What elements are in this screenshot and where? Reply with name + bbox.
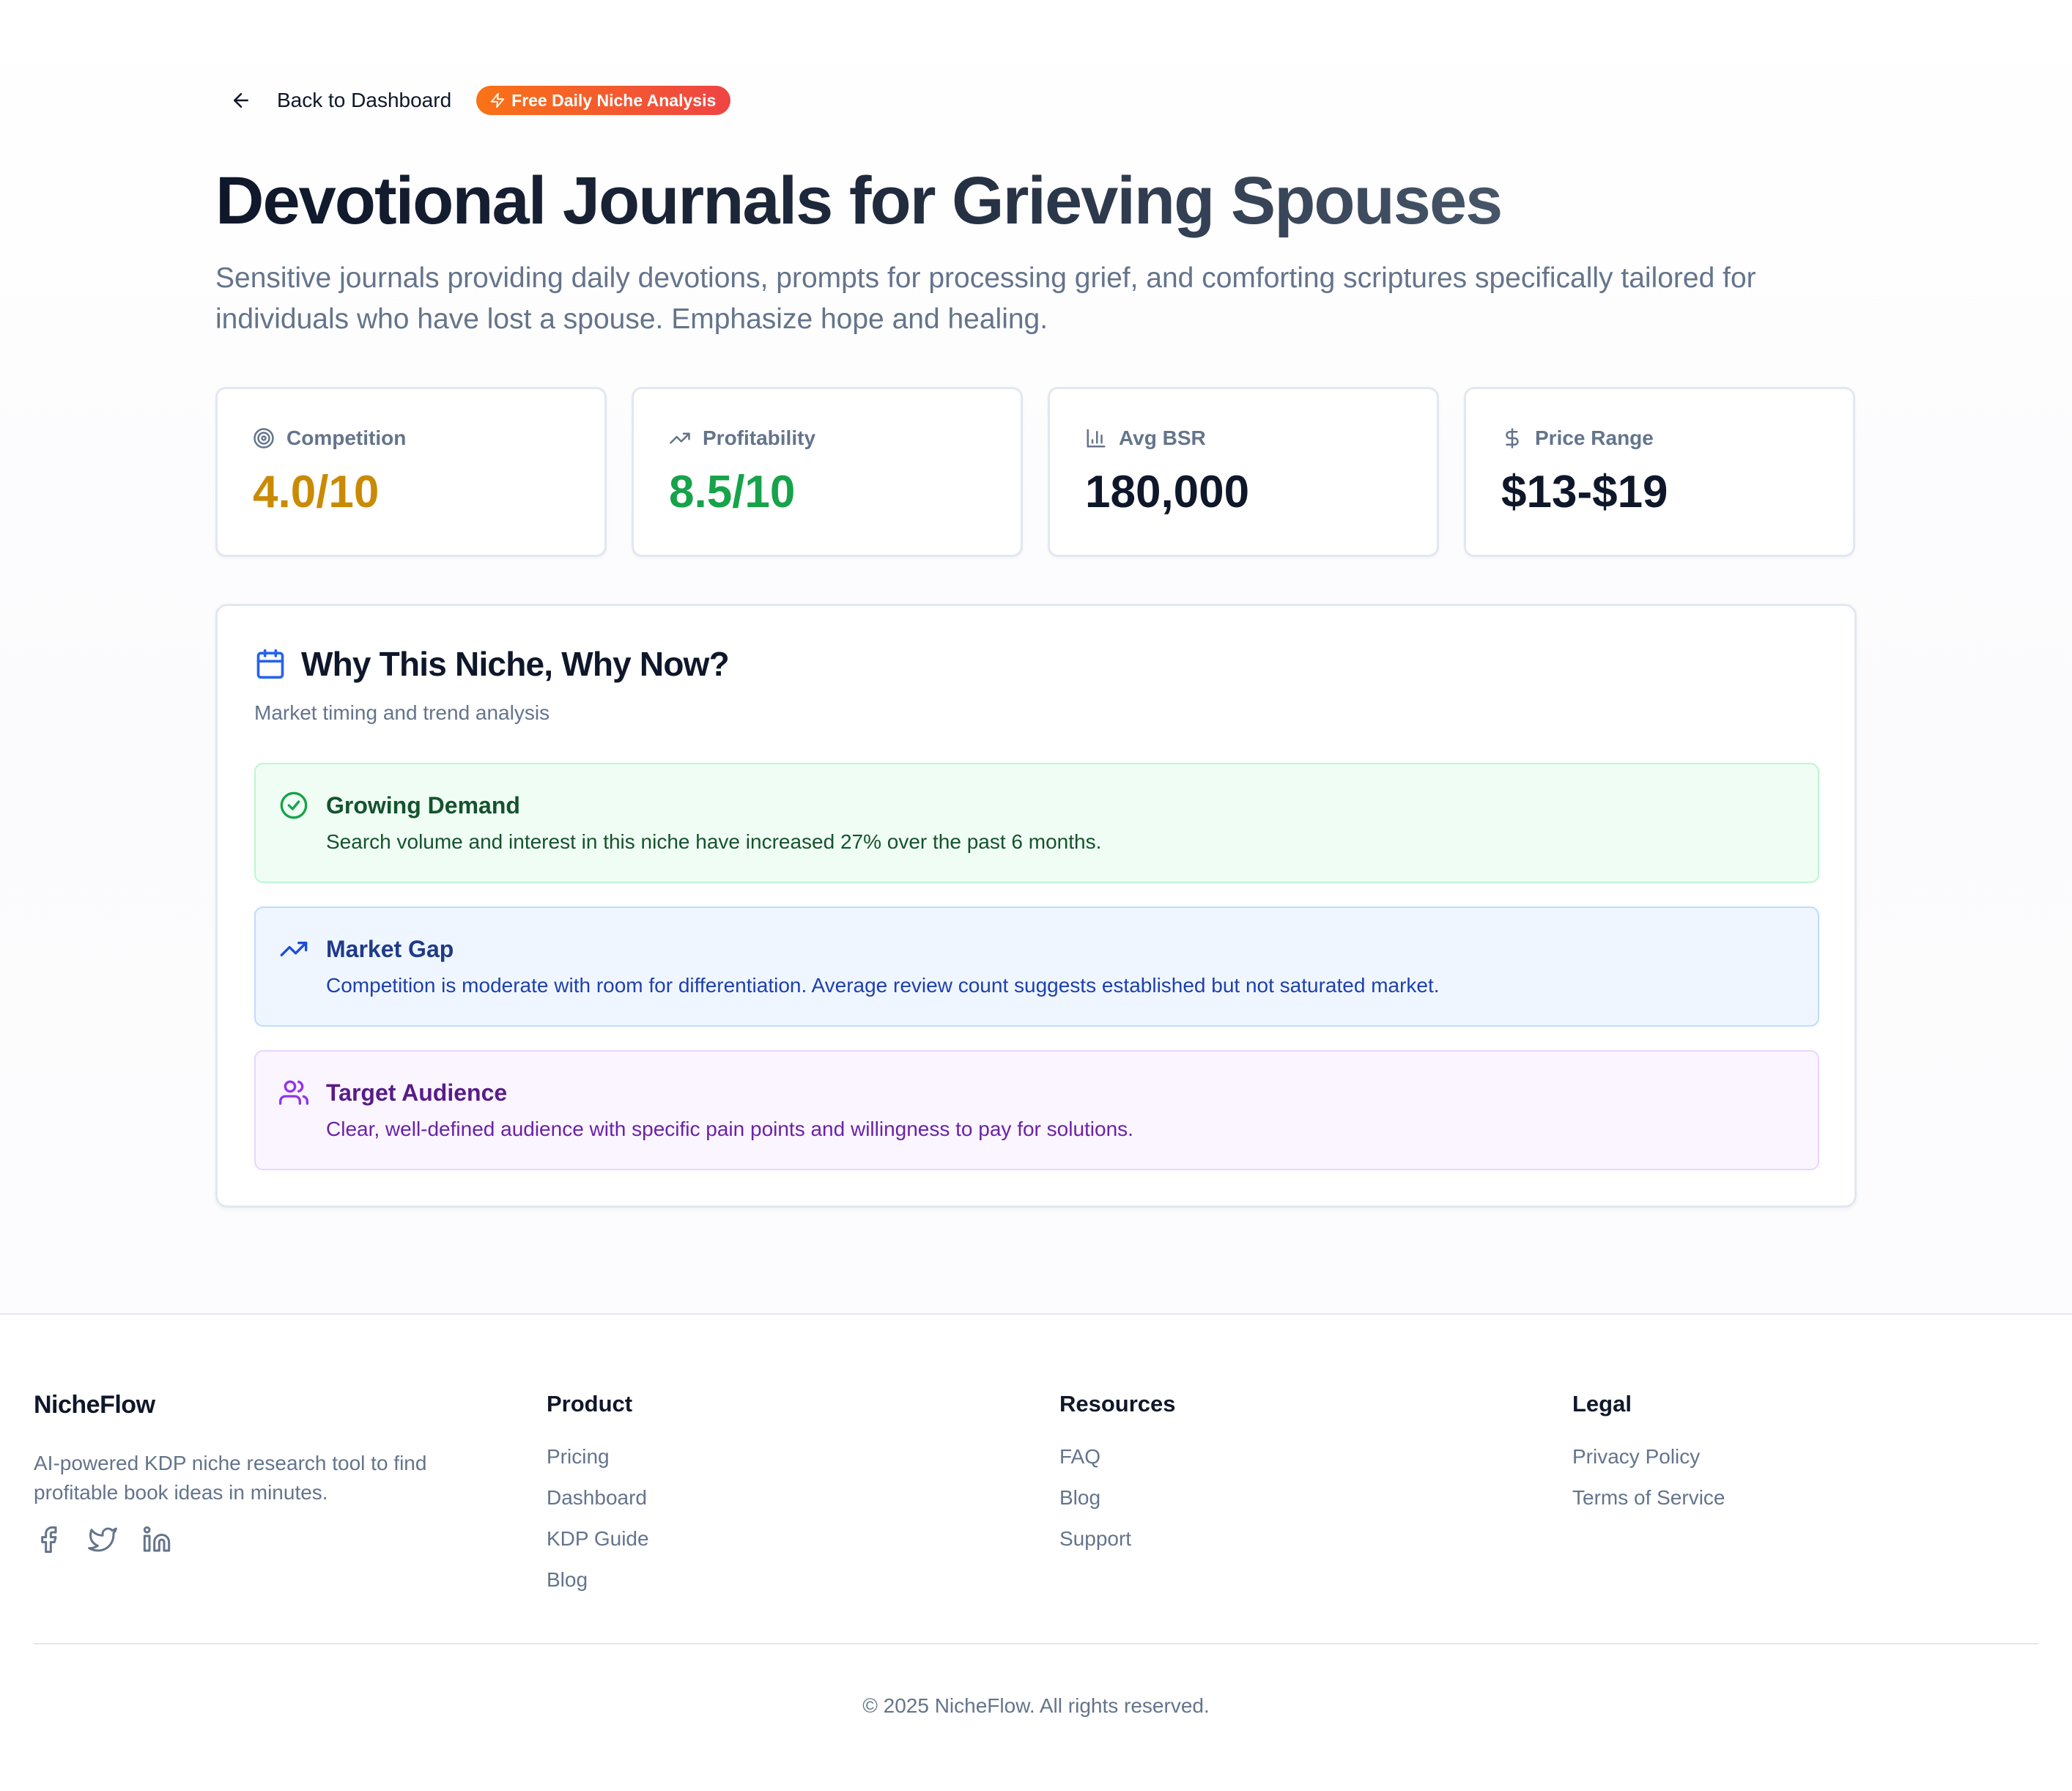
- section-title: Why This Niche, Why Now?: [301, 645, 730, 683]
- footer-link-faq[interactable]: FAQ: [1059, 1445, 1101, 1468]
- insight-title: Market Gap: [326, 936, 454, 962]
- stat-label: Profitability: [703, 426, 816, 449]
- social-links: [34, 1525, 488, 1554]
- footer-link-blog[interactable]: Blog: [1059, 1486, 1101, 1509]
- linkedin-link[interactable]: [142, 1525, 171, 1554]
- back-to-dashboard-label: Back to Dashboard: [277, 89, 452, 111]
- footer-column-legal: Legal Privacy Policy Terms of Service: [1572, 1391, 1725, 1527]
- stat-label: Avg BSR: [1119, 426, 1206, 449]
- daily-analysis-badge: Free Daily Niche Analysis: [476, 86, 731, 115]
- footer-column-title: Resources: [1059, 1391, 1176, 1417]
- footer-column-title: Legal: [1572, 1391, 1632, 1417]
- trending-up-icon: [670, 432, 690, 444]
- footer-links: Pricing Dashboard KDP Guide Blog: [547, 1445, 649, 1609]
- target-icon: [254, 428, 274, 448]
- section-subtitle: Market timing and trend analysis: [254, 701, 550, 724]
- facebook-link[interactable]: [34, 1525, 63, 1554]
- footer-link-terms-of-service[interactable]: Terms of Service: [1572, 1486, 1725, 1509]
- stat-card-price-range: Price Range $13-$19: [1464, 387, 1855, 557]
- footer-link-blog[interactable]: Blog: [547, 1568, 588, 1591]
- stat-value: 4.0/10: [253, 467, 380, 517]
- check-circle-icon: [280, 791, 308, 819]
- footer-link-privacy-policy[interactable]: Privacy Policy: [1572, 1445, 1701, 1468]
- dollar-icon: [1506, 428, 1519, 448]
- stat-card-avg-bsr: Avg BSR 180,000: [1048, 387, 1439, 557]
- footer-description: AI-powered KDP niche research tool to fi…: [34, 1452, 427, 1504]
- stats-row: Competition 4.0/10 Profitability 8.5/10 …: [215, 387, 1857, 557]
- footer-link-support[interactable]: Support: [1059, 1527, 1132, 1550]
- stat-value: 8.5/10: [669, 467, 796, 517]
- page-title: Devotional Journals for Grieving Spouses: [215, 158, 1503, 243]
- footer-column-resources: Resources FAQ Blog Support: [1059, 1391, 1176, 1568]
- insight-title: Growing Demand: [326, 792, 520, 819]
- insight-text: Search volume and interest in this niche…: [326, 830, 1102, 853]
- facebook-icon: [41, 1526, 57, 1554]
- insight-target-audience: Target Audience Clear, well-defined audi…: [254, 1050, 1819, 1170]
- trending-up-icon: [280, 942, 308, 956]
- footer-link-kdp-guide[interactable]: KDP Guide: [547, 1527, 649, 1550]
- footer-divider: [34, 1643, 2038, 1644]
- insight-growing-demand: Growing Demand Search volume and interes…: [254, 763, 1819, 883]
- stat-value: $13-$19: [1501, 467, 1668, 517]
- calendar-icon: [256, 649, 284, 679]
- stat-label: Competition: [286, 426, 407, 449]
- twitter-link[interactable]: [88, 1525, 117, 1554]
- stat-value: 180,000: [1085, 467, 1250, 517]
- footer-brand-column: NicheFlow AI-powered KDP niche research …: [34, 1391, 488, 1554]
- stat-card-competition: Competition 4.0/10: [215, 387, 607, 557]
- footer: NicheFlow AI-powered KDP niche research …: [0, 1313, 2072, 1791]
- footer-link-pricing[interactable]: Pricing: [547, 1445, 610, 1468]
- arrow-left-icon: [234, 93, 248, 108]
- linkedin-icon: [143, 1526, 171, 1552]
- top-row: Back to Dashboard Free Daily Niche Analy…: [215, 82, 731, 119]
- footer-link-dashboard[interactable]: Dashboard: [547, 1486, 647, 1509]
- footer-column-title: Product: [547, 1391, 633, 1417]
- insight-market-gap: Market Gap Competition is moderate with …: [254, 906, 1819, 1027]
- insight-title: Target Audience: [326, 1079, 508, 1106]
- why-this-niche-card: Why This Niche, Why Now? Market timing a…: [215, 604, 1857, 1208]
- stat-label: Price Range: [1535, 426, 1654, 449]
- footer-column-product: Product Pricing Dashboard KDP Guide Blog: [547, 1391, 649, 1609]
- footer-brand[interactable]: NicheFlow: [34, 1391, 155, 1419]
- back-to-dashboard-link[interactable]: Back to Dashboard: [215, 82, 466, 119]
- stat-card-profitability: Profitability 8.5/10: [632, 387, 1023, 557]
- insight-text: Clear, well-defined audience with specif…: [326, 1118, 1133, 1140]
- users-icon: [279, 1080, 308, 1105]
- bar-chart-icon: [1087, 429, 1106, 448]
- twitter-icon: [88, 1527, 117, 1552]
- niche-description: Sensitive journals providing daily devot…: [215, 262, 1756, 335]
- copyright: © 2025 NicheFlow. All rights reserved.: [862, 1694, 1210, 1717]
- zap-icon: [490, 92, 505, 108]
- badge-label: Free Daily Niche Analysis: [511, 90, 717, 110]
- footer-links: Privacy Policy Terms of Service: [1572, 1445, 1725, 1527]
- footer-links: FAQ Blog Support: [1059, 1445, 1176, 1568]
- insight-text: Competition is moderate with room for di…: [326, 974, 1440, 997]
